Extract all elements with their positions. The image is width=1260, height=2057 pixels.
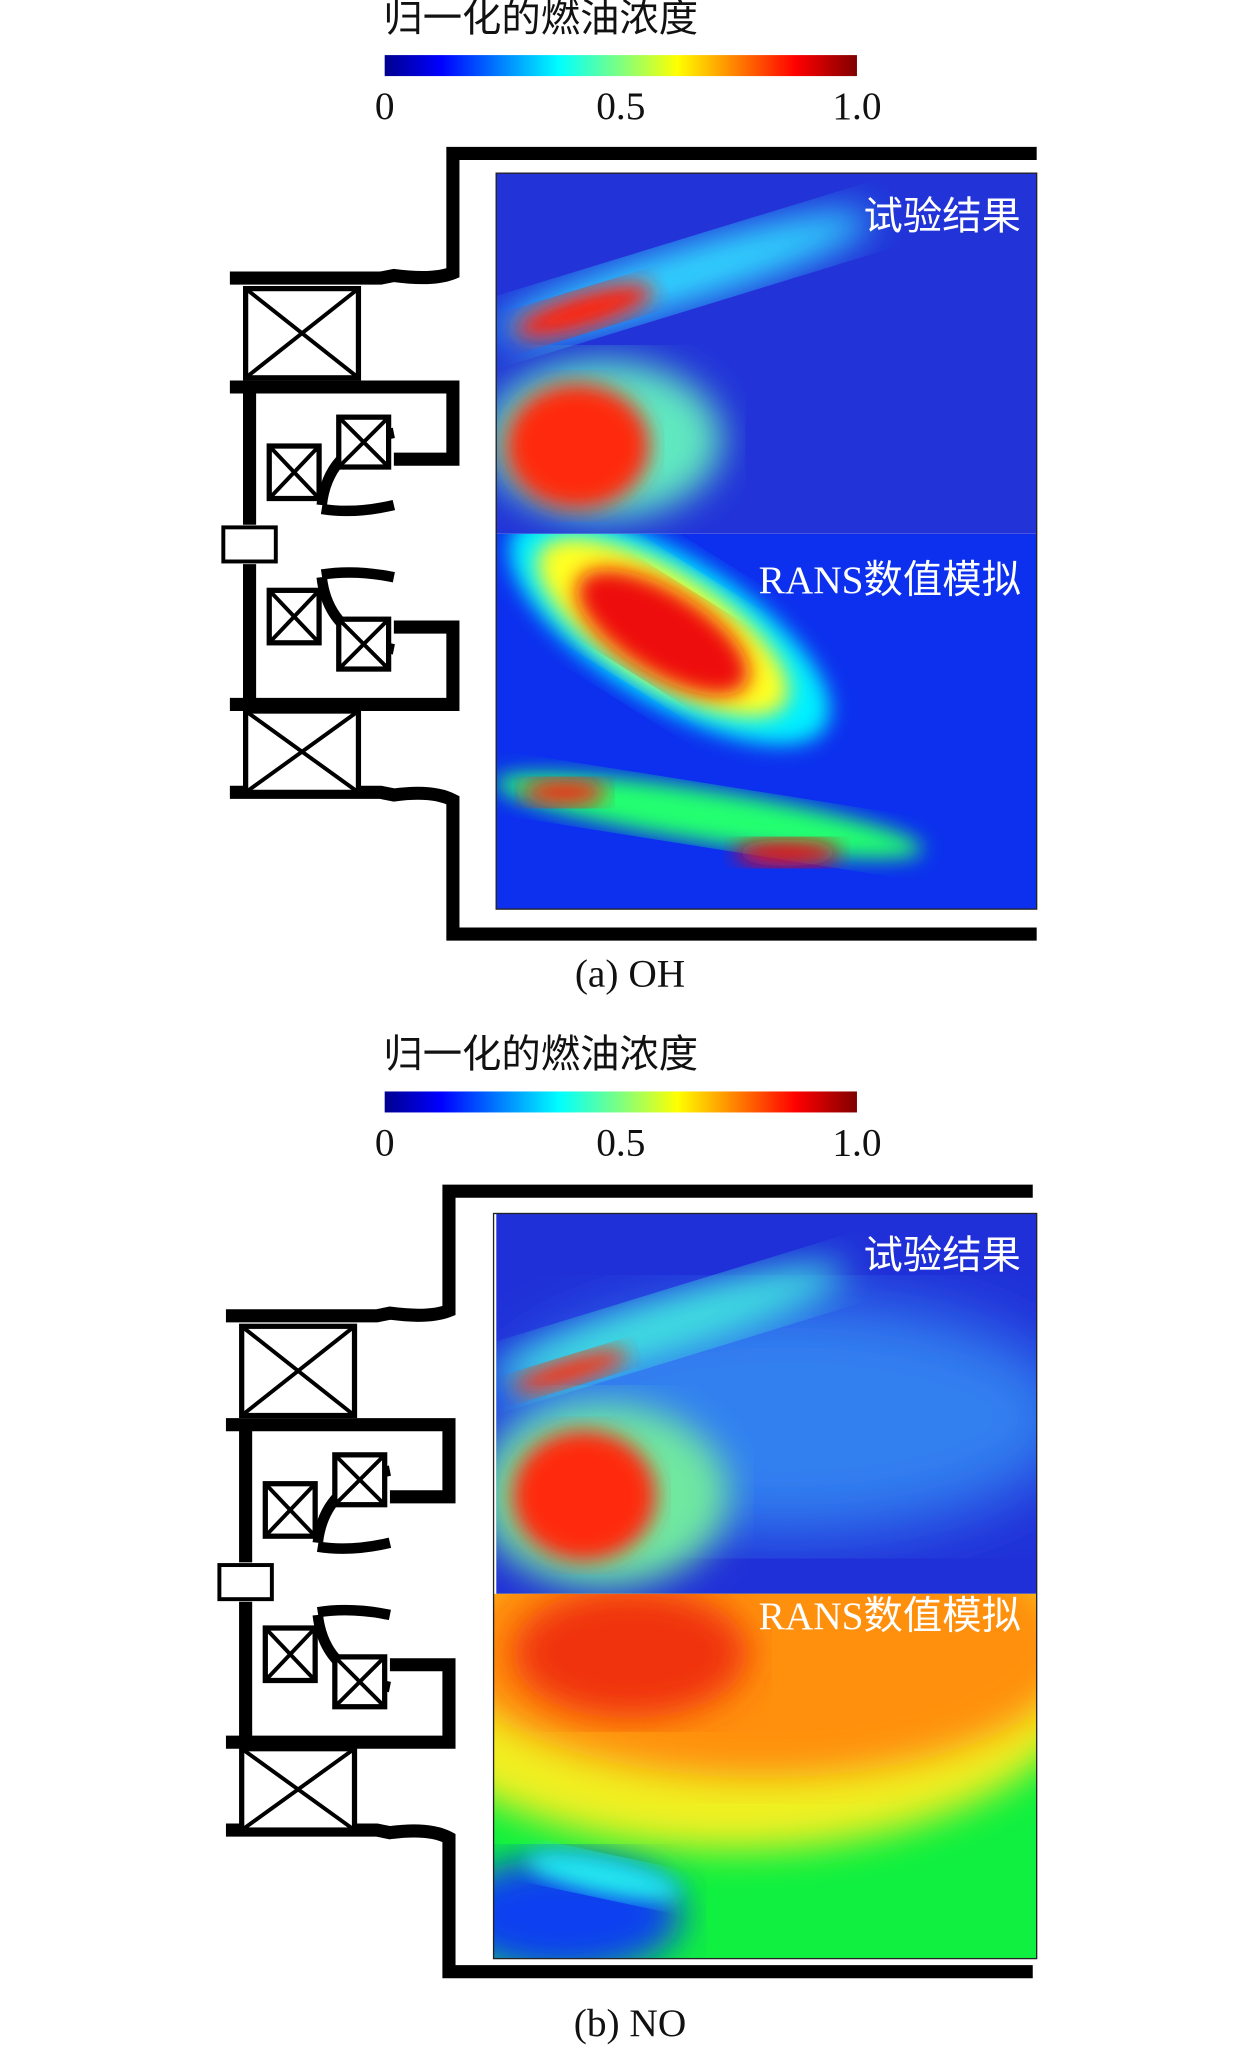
caption: (a) OH (575, 951, 685, 995)
colorbar-title: 归一化的燃油浓度 (383, 1033, 698, 1077)
colorbar (384, 55, 857, 77)
simulation-field (496, 533, 1037, 910)
simulation-field (493, 1593, 1037, 1959)
simulation-label: RANS数值模拟 (759, 1594, 1021, 1638)
experiment-field (496, 173, 1037, 534)
colorbar-tick: 0 (375, 1121, 395, 1165)
simulation-label: RANS数值模拟 (759, 558, 1021, 602)
experiment-label: 试验结果 (864, 194, 1021, 238)
colorbar-title: 归一化的燃油浓度 (383, 0, 698, 40)
experiment-label: 试验结果 (864, 1233, 1021, 1277)
colorbar-tick: 0.5 (596, 1121, 645, 1165)
colorbar-tick: 0 (375, 84, 395, 128)
colorbar-tick: 0.5 (596, 84, 645, 128)
panel-b: 归一化的燃油浓度 0 0.5 1.0 试验结果 RANS数值模拟 (b) NO (219, 1033, 1102, 2045)
colorbar-tick: 1.0 (832, 1121, 881, 1165)
colorbar-tick: 1.0 (832, 84, 881, 128)
panel-a: 归一化的燃油浓度 0 0.5 1.0 试验结果 RANS数值模拟 (a) OH (223, 0, 1036, 995)
colorbar (384, 1091, 857, 1113)
experiment-field (496, 1213, 1037, 1594)
caption: (b) NO (574, 2001, 687, 2045)
